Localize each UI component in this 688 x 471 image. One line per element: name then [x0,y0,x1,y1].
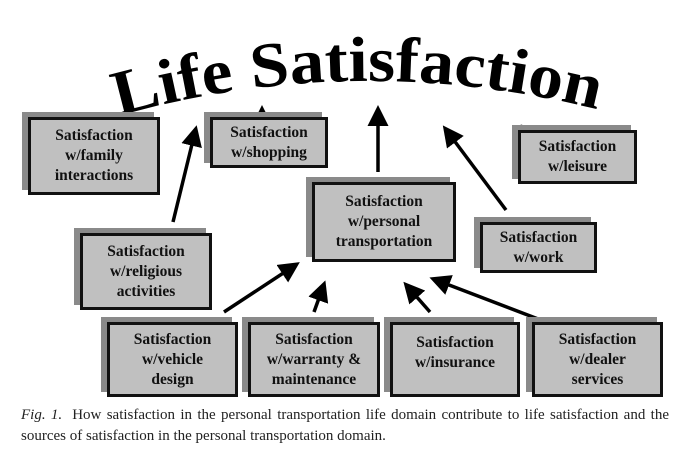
caption-label: Fig. 1. [21,407,63,423]
node-family: Satisfaction w/family interactions [28,117,160,195]
arrow-insurance-to-transportation [403,281,432,314]
title-life-satisfaction: Life Satisfaction [104,24,610,129]
caption-text: How satisfaction in the personal transpo… [21,407,669,444]
node-warranty: Satisfaction w/warranty & maintenance [248,322,380,397]
node-dealer: Satisfaction w/dealer services [532,322,663,397]
node-religious: Satisfaction w/religious activities [80,233,212,310]
node-work: Satisfaction w/work [480,222,597,273]
arrow-vehicle-to-transportation [223,262,300,314]
node-vehicle: Satisfaction w/vehicle design [107,322,238,397]
node-insurance: Satisfaction w/insurance [390,322,520,397]
arrow-religious-to-life [171,125,202,223]
arrow-dealer-to-transportation [429,275,547,324]
node-leisure: Satisfaction w/leisure [518,130,637,184]
arrow-warranty-to-transportation [308,280,329,313]
node-shopping: Satisfaction w/shopping [210,117,328,168]
figure-caption: Fig. 1. How satisfaction in the personal … [21,405,669,447]
node-transportation: Satisfaction w/personal transportation [312,182,456,262]
arrow-work-to-life [442,125,508,212]
